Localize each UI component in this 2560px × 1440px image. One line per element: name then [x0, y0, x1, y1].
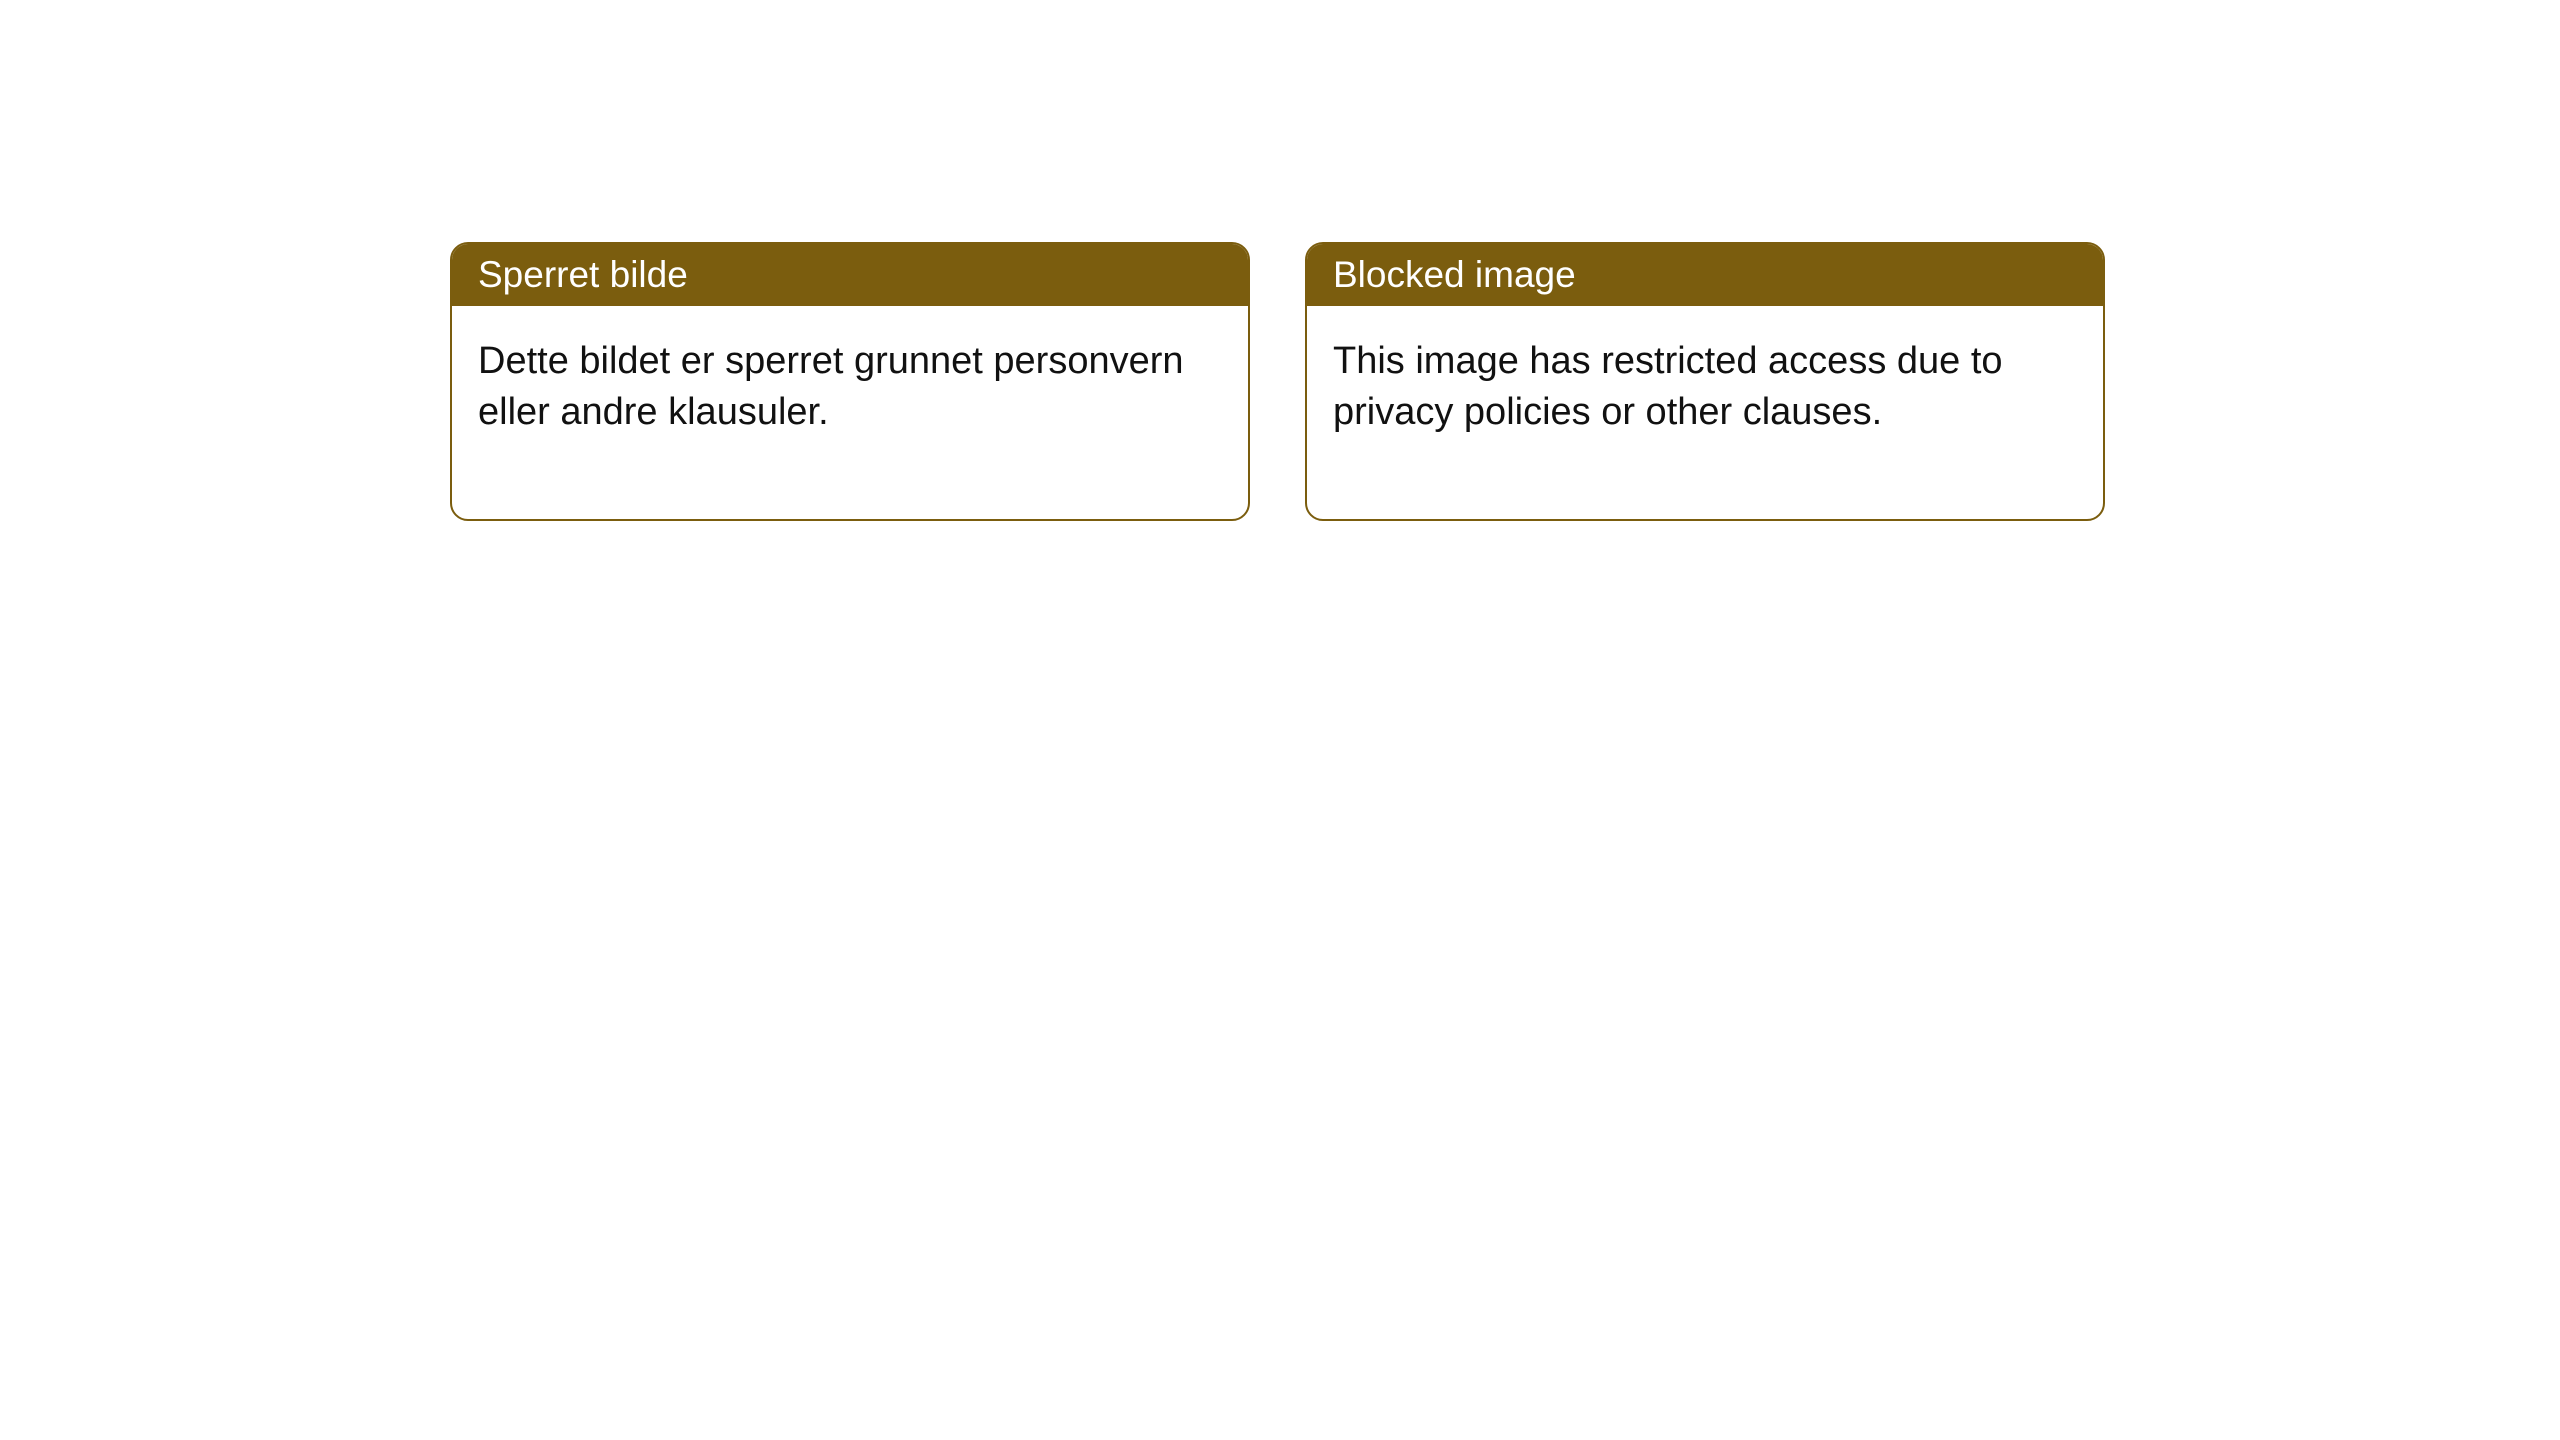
card-title: Blocked image	[1333, 254, 1576, 295]
card-header: Sperret bilde	[452, 244, 1248, 306]
notice-card-english: Blocked image This image has restricted …	[1305, 242, 2105, 521]
card-body-text: Dette bildet er sperret grunnet personve…	[478, 340, 1184, 433]
card-header: Blocked image	[1307, 244, 2103, 306]
card-body-text: This image has restricted access due to …	[1333, 340, 2003, 433]
notice-card-norwegian: Sperret bilde Dette bildet er sperret gr…	[450, 242, 1250, 521]
card-title: Sperret bilde	[478, 254, 688, 295]
notice-cards-container: Sperret bilde Dette bildet er sperret gr…	[450, 242, 2105, 521]
card-body: Dette bildet er sperret grunnet personve…	[452, 306, 1248, 519]
card-body: This image has restricted access due to …	[1307, 306, 2103, 519]
